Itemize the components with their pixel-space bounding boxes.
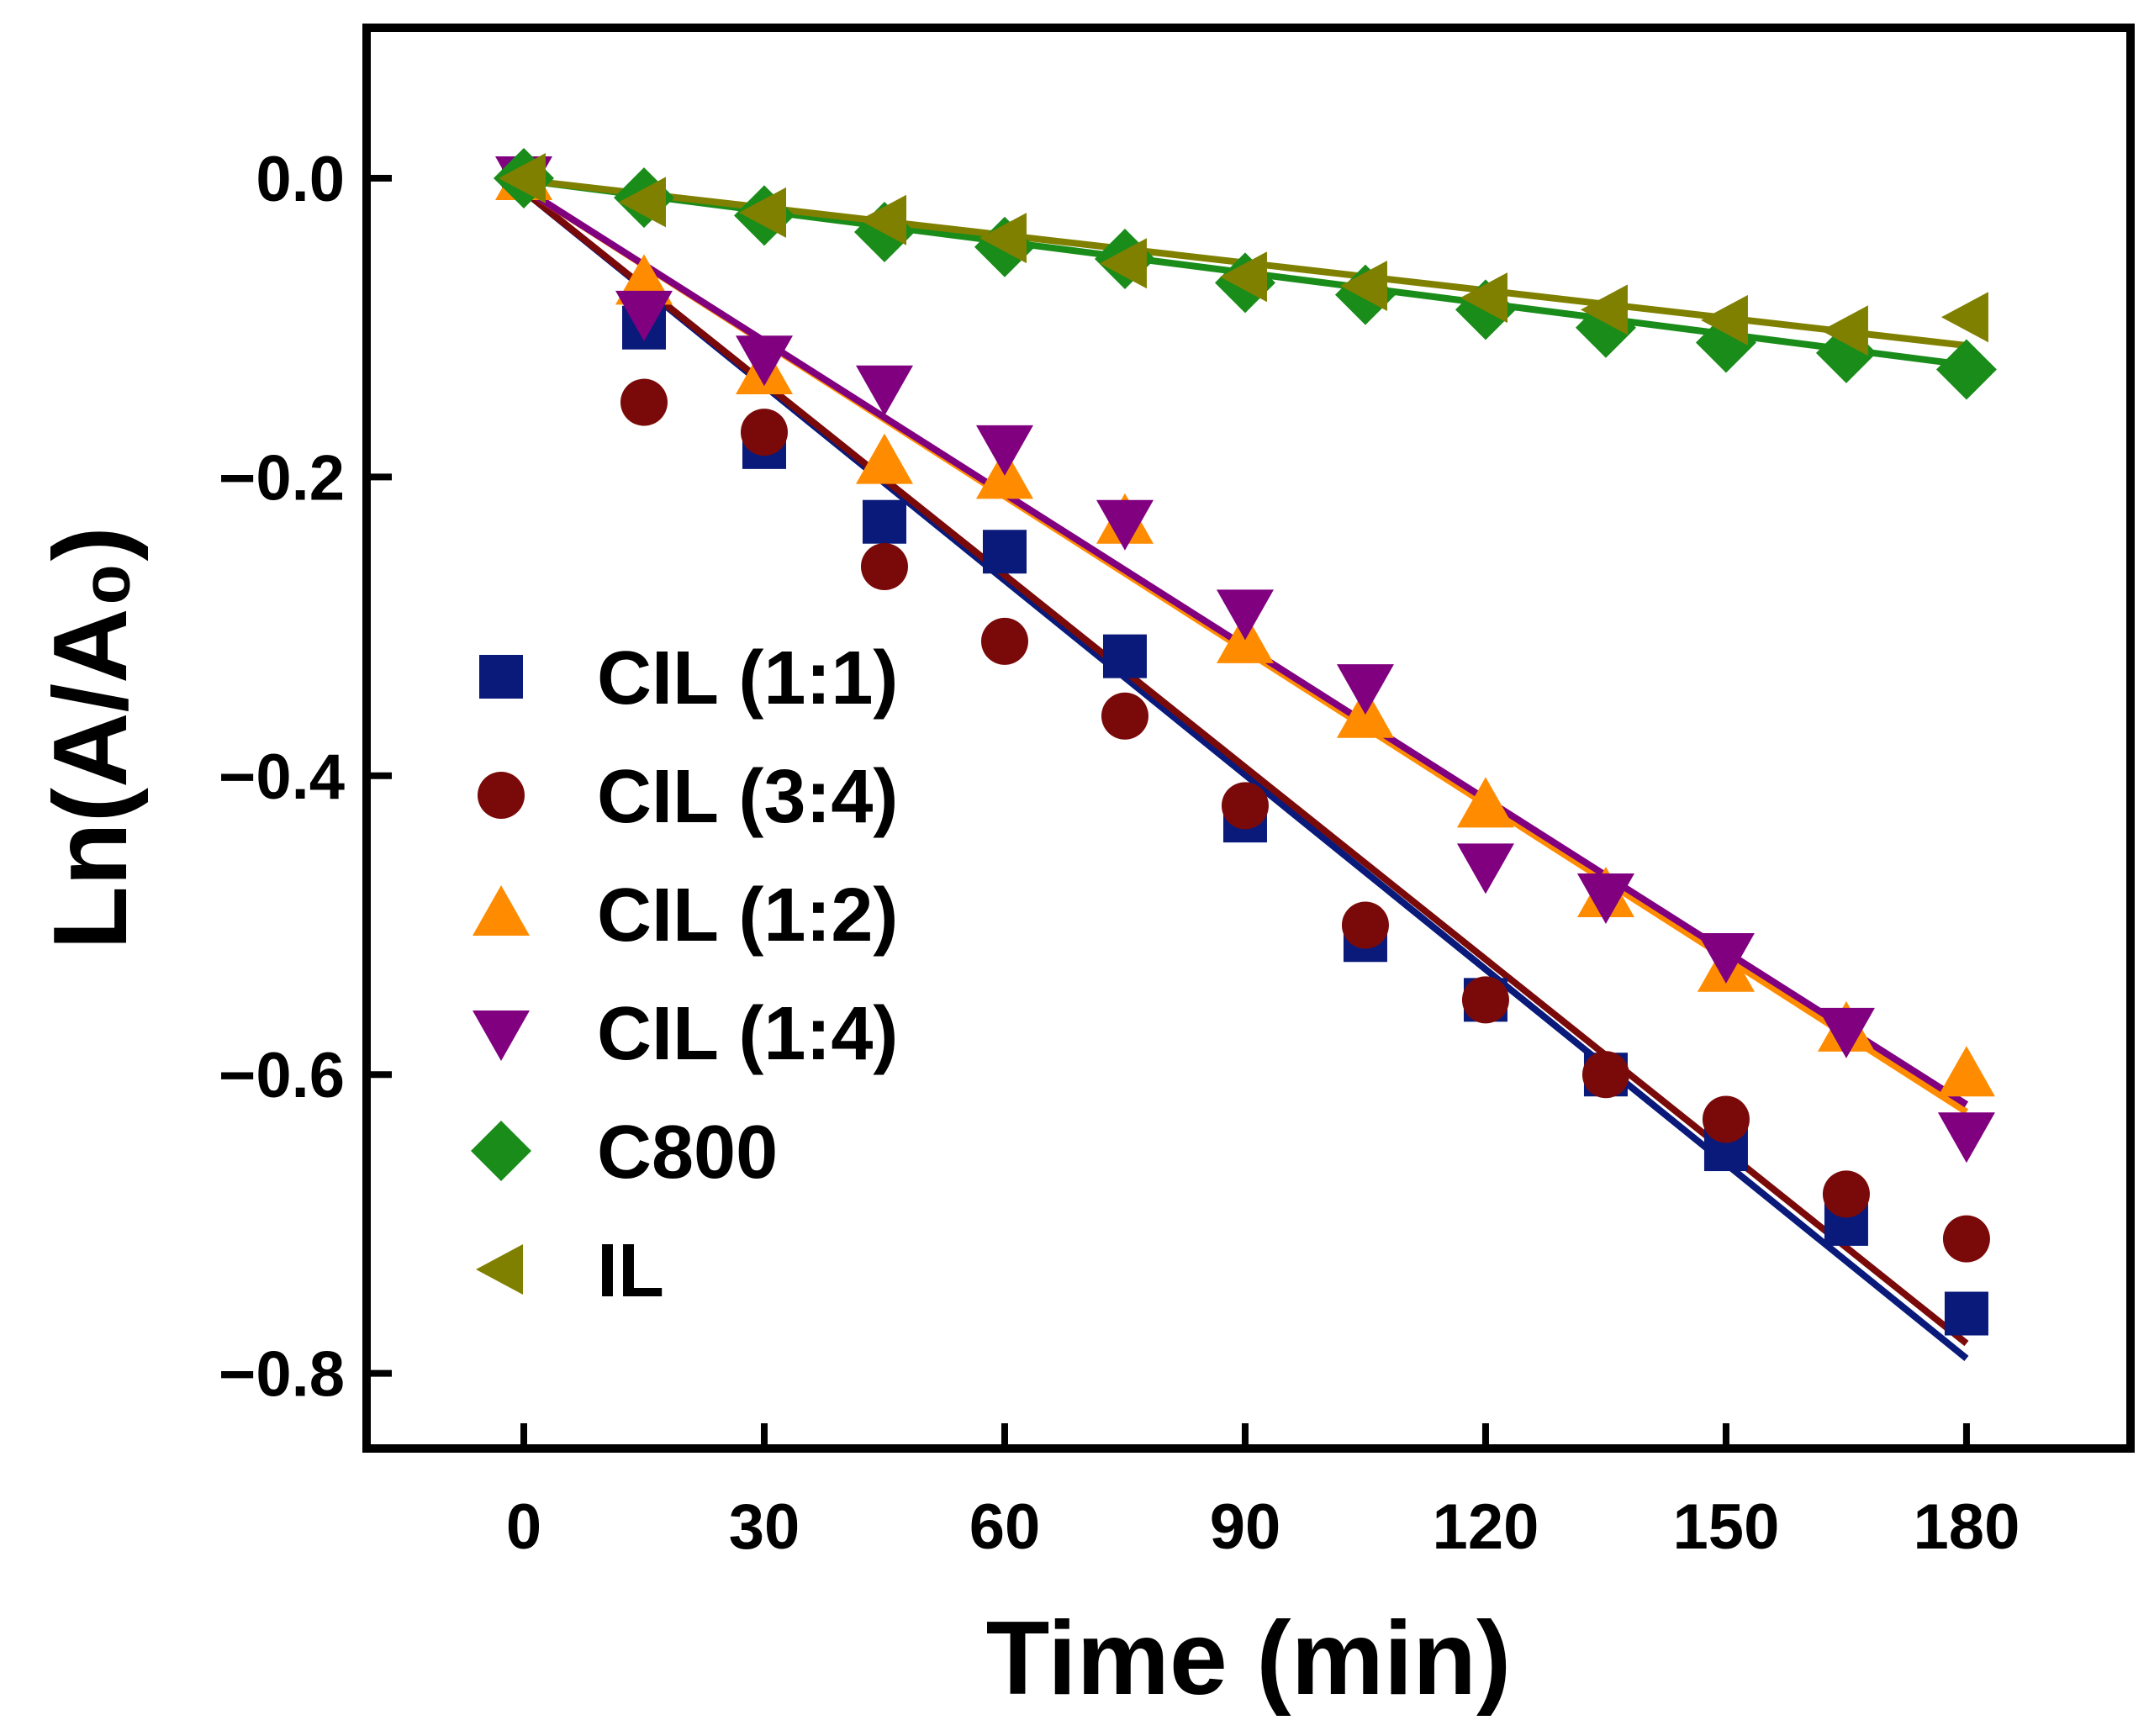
legend-label: CIL (1:1) [597,636,898,720]
x-tick-label: 120 [1433,1491,1539,1563]
data-point [740,409,788,456]
legend-label: CIL (1:2) [597,873,898,958]
data-point [982,530,1027,574]
data-point [499,153,546,203]
data-point [620,378,668,426]
data-point [1460,272,1507,324]
y-tick-label: −0.6 [219,1040,345,1111]
data-point [1336,664,1394,715]
data-point [1700,294,1748,346]
data-point [1102,634,1147,678]
data-point [858,194,906,245]
data-point [615,290,673,341]
y-tick-label: −0.4 [219,741,345,813]
data-point [1216,589,1274,641]
data-point [735,335,793,387]
x-axis: 0 30 60 90 120 150 180 [506,1423,2020,1563]
data-point [1944,1291,1988,1336]
data-point [1101,692,1148,740]
data-point [980,617,1028,665]
data-point [855,433,913,484]
legend: CIL (1:1) CIL (3:4) CIL (1:2) CIL (1:4) C800… [471,636,898,1313]
legend-label: C800 [597,1111,778,1195]
data-point [1461,976,1509,1024]
data-point [1576,873,1634,924]
data-point [860,543,908,591]
x-tick-label: 180 [1914,1491,2020,1563]
y-tick-label: 0.0 [256,144,345,215]
data-point [862,499,906,544]
y-tick-label: −0.8 [219,1339,345,1411]
legend-marker [471,1121,531,1181]
data-point [1820,305,1868,356]
y-axis: 0.0 −0.2 −0.4 −0.6 −0.8 [219,144,392,1411]
plot-frame [362,24,2135,1453]
data-point [1099,238,1147,289]
data-point [1339,260,1387,311]
data-point [1341,901,1389,949]
data-point [1937,1112,1995,1163]
y-tick-label: −0.2 [219,442,345,514]
legend-label: CIL (3:4) [597,755,898,839]
data-point [1702,1095,1750,1143]
data-point [1937,1046,1995,1097]
data-point [1219,251,1267,303]
data-point [1822,1170,1870,1218]
data-point [1817,1007,1875,1058]
legend-marker [479,655,523,699]
data-point [1580,284,1628,335]
data-point [1221,782,1269,830]
data-point [979,213,1027,264]
data-point [1940,292,1988,343]
data-point [1942,1215,1990,1263]
x-tick-label: 60 [969,1491,1041,1563]
x-tick-label: 0 [506,1491,541,1563]
legend-marker [473,885,530,936]
data-point [1096,499,1154,551]
data-point [1456,777,1514,828]
legend-label: IL [597,1229,664,1313]
data-point [1697,933,1755,984]
data-point [618,177,666,228]
legend-marker [473,1010,530,1061]
legend-marker [476,1244,523,1295]
data-point [975,425,1033,476]
data-point [1581,1051,1629,1099]
x-tick-label: 150 [1673,1491,1780,1563]
data-point [1456,843,1514,894]
data-point [1935,339,1997,400]
x-tick-label: 90 [1210,1491,1281,1563]
legend-label: CIL (1:4) [597,992,898,1076]
x-axis-title: Time (min) [986,1601,1512,1717]
legend-marker [478,772,525,819]
x-tick-label: 30 [729,1491,800,1563]
data-point [738,187,786,238]
data-point [855,365,913,416]
data-markers [494,148,1997,1336]
y-axis-title: Ln(A/A₀) [33,526,149,950]
